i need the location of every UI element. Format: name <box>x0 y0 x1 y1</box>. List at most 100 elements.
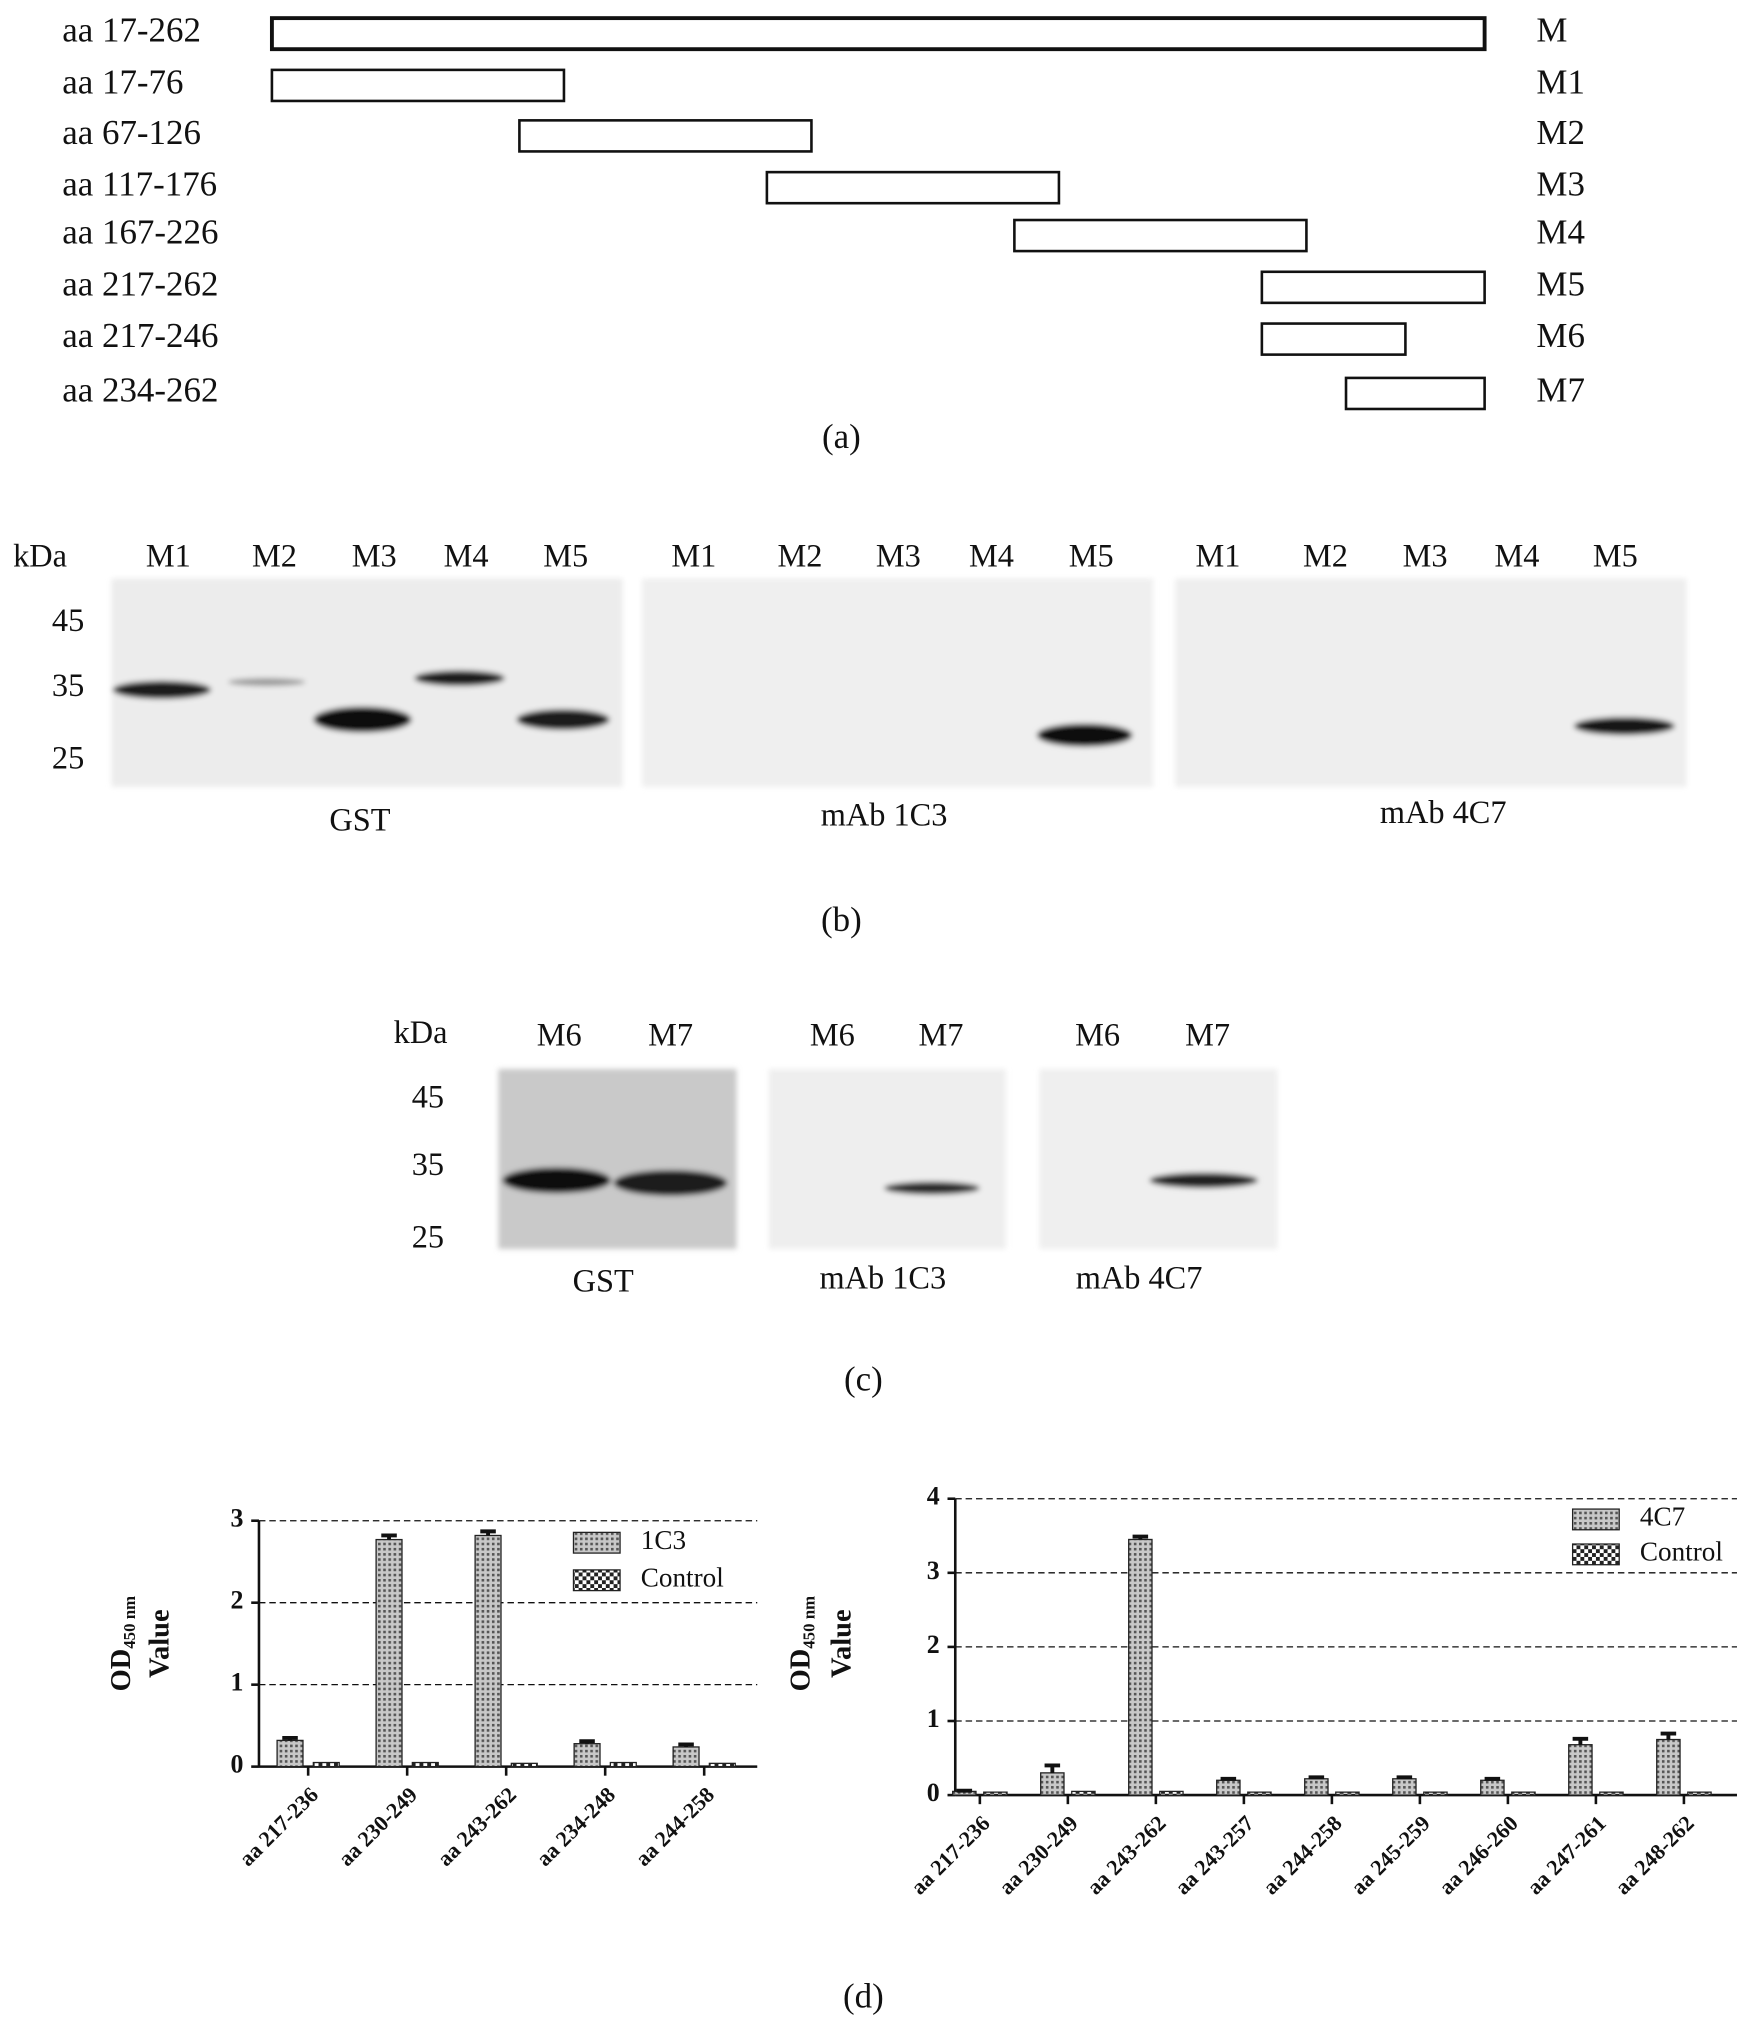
bar <box>1128 1538 1153 1796</box>
fragment-bar <box>1344 376 1486 411</box>
lane-label: M2 <box>1303 538 1348 574</box>
range-label: aa 67-126 <box>62 113 201 152</box>
bar <box>312 1761 340 1768</box>
x-tick-label: aa 230-249 <box>994 1810 1083 1899</box>
unit-label: kDa <box>13 538 67 574</box>
bar <box>1216 1779 1241 1796</box>
legend-label: 4C7 <box>1640 1502 1685 1532</box>
fragment-bar <box>270 68 566 103</box>
marker-label: 35 <box>52 667 84 703</box>
y-axis-label: OD450 nm <box>785 1596 818 1691</box>
lane-label: M5 <box>1069 538 1114 574</box>
fragment-bar <box>518 119 813 153</box>
marker-label: 25 <box>412 1218 444 1254</box>
fragment-name: M4 <box>1536 213 1585 252</box>
legend-label: Control <box>1640 1537 1723 1567</box>
y-axis-label: OD450 nm <box>106 1596 139 1691</box>
y-tick-label: 3 <box>231 1504 244 1533</box>
lane-label: M1 <box>146 538 191 574</box>
blot-caption: GST <box>329 802 390 838</box>
y-label-sub: 450 nm <box>120 1596 139 1649</box>
bar <box>672 1746 700 1768</box>
bar <box>983 1791 1008 1796</box>
x-tick-label: aa 243-262 <box>432 1782 521 1871</box>
x-tick-label: aa 244-258 <box>630 1782 719 1871</box>
error-bar <box>956 1788 973 1793</box>
x-tick-label: aa 243-262 <box>1082 1810 1171 1899</box>
bar <box>276 1739 304 1768</box>
x-tick-label: aa 230-249 <box>333 1782 422 1871</box>
fragment-name: M2 <box>1536 113 1585 152</box>
lane-label: M7 <box>648 1016 693 1052</box>
fragment-name: M7 <box>1536 370 1585 409</box>
bar <box>474 1534 502 1768</box>
blot-caption: mAb 1C3 <box>819 1260 946 1296</box>
range-label: aa 217-246 <box>62 316 218 355</box>
range-label: aa 217-262 <box>62 264 218 303</box>
bar <box>1392 1778 1417 1796</box>
bar <box>1247 1791 1272 1796</box>
range-label: aa 117-176 <box>62 165 217 204</box>
y-label-main: OD <box>785 1649 816 1692</box>
y-tick-label: 3 <box>927 1556 940 1585</box>
fragment-name: M6 <box>1536 316 1585 355</box>
x-tick-label: aa 248-262 <box>1610 1810 1699 1899</box>
marker-label: 45 <box>412 1079 444 1115</box>
bar <box>1687 1791 1712 1796</box>
bar <box>1335 1791 1360 1796</box>
error-bar <box>678 1742 694 1747</box>
fragment-name: M <box>1536 11 1567 50</box>
lane-label: M7 <box>1185 1016 1230 1052</box>
panel-label: (d) <box>843 1977 884 2016</box>
y-tick-label: 0 <box>927 1778 940 1807</box>
legend-swatch <box>572 1569 621 1592</box>
y-label-main: OD <box>106 1649 137 1692</box>
lane-label: M3 <box>876 538 921 574</box>
lane-label: M7 <box>919 1016 964 1052</box>
lane-label: M1 <box>1196 538 1241 574</box>
x-tick-label: aa 245-259 <box>1346 1810 1435 1899</box>
y-tick-label: 2 <box>231 1586 244 1615</box>
error-bar <box>1044 1763 1061 1773</box>
error-bar <box>1396 1775 1413 1780</box>
legend-label: Control <box>641 1562 724 1592</box>
blot-caption: mAb 4C7 <box>1076 1260 1203 1296</box>
error-bar <box>1220 1776 1237 1781</box>
range-label: aa 234-262 <box>62 370 218 409</box>
bar <box>1159 1790 1184 1796</box>
fragment-bar <box>765 170 1061 205</box>
lane-label: M6 <box>810 1016 855 1052</box>
panel-label: (b) <box>821 900 862 939</box>
error-bar <box>480 1529 496 1536</box>
bar <box>411 1761 439 1768</box>
lane-label: M3 <box>352 538 397 574</box>
error-bar <box>1660 1731 1677 1740</box>
bar <box>1480 1779 1505 1796</box>
error-bar <box>579 1739 595 1744</box>
x-tick-label: aa 244-258 <box>1258 1810 1347 1899</box>
lane-label: M2 <box>252 538 297 574</box>
range-label: aa 17-76 <box>62 62 183 101</box>
x-tick-label: aa 247-261 <box>1522 1810 1611 1899</box>
bar <box>1071 1790 1096 1796</box>
bar <box>1511 1791 1536 1796</box>
lane-label: M3 <box>1403 538 1448 574</box>
legend-swatch <box>1571 1543 1620 1566</box>
range-label: aa 167-226 <box>62 213 218 252</box>
bar <box>1568 1744 1593 1796</box>
unit-label: kDa <box>394 1014 448 1050</box>
y-tick-label: 2 <box>927 1630 940 1659</box>
x-tick-label: aa 217-236 <box>906 1810 995 1899</box>
fragment-bar <box>1013 218 1308 253</box>
error-bar <box>1572 1736 1589 1745</box>
fragment-bar <box>1260 270 1486 305</box>
x-tick-label: aa 217-236 <box>234 1782 323 1871</box>
fragment-name: M3 <box>1536 165 1585 204</box>
error-bar <box>282 1735 298 1741</box>
bar <box>708 1762 736 1768</box>
y-tick-label: 1 <box>927 1704 940 1733</box>
bar <box>573 1743 601 1768</box>
y-axis-label: Value <box>144 1609 175 1678</box>
error-bar <box>1484 1776 1501 1781</box>
lane-label: M4 <box>1494 538 1539 574</box>
